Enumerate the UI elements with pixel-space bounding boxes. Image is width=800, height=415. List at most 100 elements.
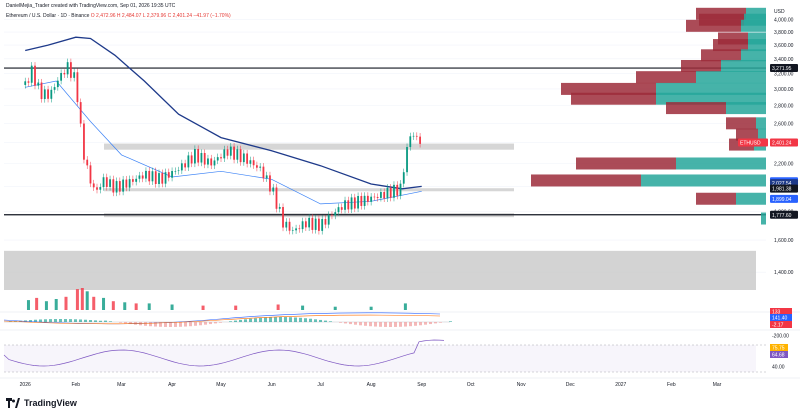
volume-profile-up-bar bbox=[758, 128, 766, 141]
candle-body bbox=[167, 172, 170, 178]
candle-body bbox=[229, 146, 232, 156]
candle-body bbox=[347, 200, 350, 210]
x-tick-label: Feb bbox=[71, 382, 80, 388]
volume-bar bbox=[85, 291, 89, 310]
candle-body bbox=[83, 123, 85, 160]
macd-histogram-bar bbox=[434, 322, 437, 324]
support-resistance-zone bbox=[104, 188, 514, 192]
rsi-line bbox=[3, 339, 445, 367]
support-resistance-zone bbox=[104, 143, 514, 150]
macd-histogram-bar bbox=[354, 322, 357, 325]
candle-body bbox=[141, 175, 144, 179]
candle-body bbox=[69, 62, 72, 78]
macd-histogram-bar bbox=[294, 317, 297, 322]
candle-body bbox=[40, 82, 43, 100]
candle-body bbox=[298, 228, 301, 230]
volume-bar bbox=[276, 304, 280, 310]
candle-body bbox=[34, 65, 36, 86]
candle-body bbox=[79, 102, 82, 124]
macd-histogram-bar bbox=[244, 319, 247, 322]
candle-body bbox=[265, 175, 268, 179]
candle-body bbox=[43, 89, 46, 100]
candle-body bbox=[344, 200, 346, 210]
x-tick-label: Mar bbox=[713, 382, 722, 388]
candle-body bbox=[203, 152, 206, 165]
candle-body bbox=[161, 173, 164, 184]
volume-profile-up-bar bbox=[741, 49, 766, 62]
macd-histogram-bar bbox=[189, 322, 192, 327]
macd-histogram-bar bbox=[104, 320, 107, 322]
volume-bar bbox=[54, 299, 58, 310]
candle-body bbox=[370, 196, 373, 202]
price-tag-label: 2,401.24 bbox=[772, 140, 792, 146]
candle-body bbox=[357, 196, 359, 209]
macd-histogram-bar bbox=[99, 320, 102, 322]
macd-histogram-bar bbox=[219, 322, 222, 323]
candle-body bbox=[415, 135, 418, 137]
macd-value-label: 141.40 bbox=[772, 316, 788, 322]
candle-body bbox=[376, 196, 379, 198]
candle-body bbox=[278, 207, 281, 209]
candle-body bbox=[291, 230, 294, 231]
macd-histogram-bar bbox=[399, 322, 402, 327]
macd-signal-line bbox=[3, 314, 441, 325]
macd-histogram-bar bbox=[179, 322, 182, 327]
macd-histogram-bar bbox=[169, 322, 172, 327]
candle-body bbox=[171, 171, 173, 178]
macd-histogram-bar bbox=[159, 322, 162, 327]
macd-histogram-bar bbox=[389, 322, 392, 327]
volume-profile-down-bar bbox=[561, 82, 656, 95]
x-tick-label: Mar bbox=[117, 382, 126, 388]
macd-histogram-bar bbox=[94, 320, 97, 322]
macd-histogram-bar bbox=[279, 317, 282, 322]
candle-body bbox=[135, 178, 138, 182]
candle-body bbox=[220, 157, 222, 159]
candle-body bbox=[154, 171, 157, 184]
macd-histogram-bar bbox=[39, 319, 42, 322]
candle-body bbox=[337, 207, 340, 213]
candle-body bbox=[164, 172, 167, 184]
candle-body bbox=[386, 187, 389, 199]
macd-histogram-bar bbox=[324, 320, 327, 322]
macd-tag bbox=[770, 308, 792, 315]
macd-histogram-bar bbox=[109, 321, 112, 322]
candle-body bbox=[112, 179, 115, 193]
y-tick-label: 3,000.00 bbox=[774, 87, 794, 93]
x-tick-label: Nov bbox=[517, 382, 526, 388]
volume-bar bbox=[403, 303, 407, 310]
candle-body bbox=[210, 158, 213, 166]
candle-body bbox=[304, 221, 307, 228]
volume-bar bbox=[201, 305, 205, 310]
volume-bar bbox=[111, 301, 115, 310]
candle-body bbox=[86, 159, 89, 166]
candle-body bbox=[259, 166, 262, 168]
candle-body bbox=[419, 136, 421, 144]
macd-histogram-bar bbox=[424, 322, 427, 325]
tradingview-brand[interactable]: TradingView bbox=[6, 398, 77, 408]
macd-histogram-bar bbox=[339, 322, 342, 323]
macd-histogram-bar bbox=[149, 322, 152, 327]
x-tick-label: 2026 bbox=[20, 382, 31, 388]
tradingview-logo-icon bbox=[6, 398, 20, 408]
macd-histogram-bar bbox=[364, 322, 367, 326]
macd-value-label: 133 bbox=[772, 310, 781, 316]
macd-histogram-bar bbox=[44, 319, 47, 322]
candle-body bbox=[200, 152, 203, 163]
volume-profile-down-bar bbox=[713, 39, 748, 52]
candle-body bbox=[37, 82, 40, 86]
y-tick-label: 4,000.00 bbox=[774, 18, 794, 24]
candle-body bbox=[360, 196, 363, 206]
price-tag-label: 1,899.04 bbox=[772, 197, 792, 203]
volume-zone bbox=[4, 250, 756, 290]
candle-body bbox=[373, 196, 376, 198]
y-tick-label: 3,200.00 bbox=[774, 71, 794, 77]
candle-body bbox=[334, 212, 337, 216]
candle-body bbox=[60, 72, 63, 81]
price-tag-label: 1,981.38 bbox=[772, 187, 792, 193]
x-tick-label: Dec bbox=[566, 382, 575, 388]
y-tick-label: 1,600.00 bbox=[774, 238, 794, 244]
macd-histogram-bar bbox=[184, 322, 187, 327]
y-tick-label: 3,600.00 bbox=[774, 43, 794, 49]
candle-body bbox=[301, 221, 304, 230]
